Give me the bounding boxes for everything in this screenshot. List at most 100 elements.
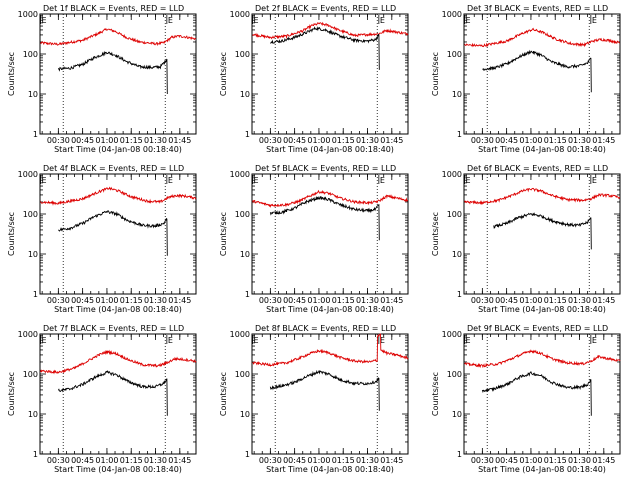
y-tick-label: 1000 [442,10,462,19]
events-series-line [269,369,380,411]
x-tick-label: 01:15 [332,296,355,305]
x-tick-label: 01:15 [544,136,567,145]
panel-5: Det 5f BLACK = Events, RED = LLD 1 10 100 10… [219,164,409,314]
x-tick-label: 01:45 [168,456,191,465]
x-tick-label: 01:00 [307,296,330,305]
y-axis-label: Counts/sec [431,372,440,416]
lld-series-line [252,21,409,40]
x-axis-label: Start Time (04-Jan-08 00:18:40) [266,465,394,474]
x-tick-label: 01:00 [95,136,118,145]
y-axis-label: Counts/sec [431,212,440,256]
panel-8: Det 8f BLACK = Events, RED = LLD 1 10 100 10… [219,324,409,474]
y-tick-label: 1 [33,130,38,139]
x-axis-label: Start Time (04-Jan-08 00:18:40) [266,305,394,314]
marker-label-end: E [592,176,597,185]
panel-title: Det 8f BLACK = Events, RED = LLD [255,324,396,333]
x-tick-label: 01:45 [592,136,615,145]
y-tick-label: 100 [447,370,462,379]
y-tick-label: 100 [235,50,250,59]
y-tick-label: 100 [447,50,462,59]
events-series-line [57,50,168,95]
marker-label-start: E [466,336,471,345]
y-tick-label: 1 [457,130,462,139]
panel-4: Det 4f BLACK = Events, RED = LLD 1 10 100 10… [7,164,197,314]
events-series-line [270,26,380,70]
y-tick-label: 1000 [18,10,38,19]
marker-label-end: E [592,16,597,25]
x-tick-label: 00:30 [47,136,70,145]
x-tick-label: 01:30 [144,136,167,145]
panel-title: Det 3f BLACK = Events, RED = LLD [467,4,608,13]
x-tick-label: 00:45 [495,456,518,465]
marker-label-start: E [42,176,47,185]
marker-label-start: E [254,336,259,345]
x-tick-label: 01:15 [544,296,567,305]
x-axis-label: Start Time (04-Jan-08 00:18:40) [54,465,182,474]
x-tick-label: 01:30 [356,296,379,305]
x-tick-label: 01:15 [544,456,567,465]
marker-label-start: E [254,16,259,25]
x-tick-label: 01:15 [120,296,143,305]
x-tick-label: 01:45 [592,456,615,465]
lld-series-line [40,349,197,375]
lld-series-line [464,349,621,369]
y-tick-label: 1000 [230,330,250,339]
y-tick-label: 10 [240,410,250,419]
x-axis-label: Start Time (04-Jan-08 00:18:40) [54,305,182,314]
x-axis-label: Start Time (04-Jan-08 00:18:40) [478,145,606,154]
plot-frame [251,13,409,135]
y-tick-label: 10 [28,90,38,99]
events-series-line [482,49,592,93]
plot-frame [463,333,621,455]
x-tick-label: 00:45 [71,456,94,465]
plot-frame [39,13,197,135]
y-tick-label: 1000 [18,330,38,339]
marker-label-start: E [466,16,471,25]
x-tick-label: 01:45 [168,296,191,305]
x-tick-label: 01:30 [144,296,167,305]
events-series-line [269,195,380,241]
x-tick-label: 01:45 [592,296,615,305]
x-tick-label: 00:45 [495,296,518,305]
marker-label-start: E [42,336,47,345]
panel-1: Det 1f BLACK = Events, RED = LLD 1 10 100 10… [7,4,197,154]
x-tick-label: 01:00 [307,136,330,145]
x-tick-label: 01:30 [356,456,379,465]
y-tick-label: 100 [235,370,250,379]
y-tick-label: 10 [452,90,462,99]
x-tick-label: 00:45 [283,296,306,305]
marker-label-start: E [42,16,47,25]
x-tick-label: 00:45 [71,136,94,145]
x-tick-label: 00:30 [471,456,494,465]
marker-label-end: E [168,176,173,185]
x-tick-label: 00:45 [71,296,94,305]
x-tick-label: 00:30 [259,296,282,305]
y-tick-label: 10 [28,410,38,419]
plot-frame [463,173,621,295]
x-tick-label: 01:15 [332,136,355,145]
y-axis-label: Counts/sec [7,212,16,256]
y-tick-label: 10 [240,90,250,99]
y-tick-label: 100 [447,210,462,219]
panel-title: Det 9f BLACK = Events, RED = LLD [467,324,608,333]
x-tick-label: 01:00 [307,456,330,465]
x-tick-label: 01:30 [356,136,379,145]
panel-title: Det 4f BLACK = Events, RED = LLD [43,164,184,173]
plot-frame [39,333,197,455]
plot-frame [251,173,409,295]
y-axis-label: Counts/sec [219,212,228,256]
panel-6: Det 6f BLACK = Events, RED = LLD 1 10 100 10… [431,164,621,314]
panel-9: Det 9f BLACK = Events, RED = LLD 1 10 100 10… [431,324,621,474]
x-tick-label: 01:30 [568,456,591,465]
panel-3: Det 3f BLACK = Events, RED = LLD 1 10 100 10… [431,4,621,154]
panel-title: Det 2f BLACK = Events, RED = LLD [255,4,396,13]
x-tick-label: 01:45 [380,136,403,145]
x-tick-label: 01:45 [380,296,403,305]
events-series-line [57,370,168,416]
x-tick-label: 00:45 [283,136,306,145]
x-tick-label: 00:30 [471,296,494,305]
x-tick-label: 01:00 [519,456,542,465]
y-tick-label: 1 [457,450,462,459]
y-tick-label: 100 [235,210,250,219]
